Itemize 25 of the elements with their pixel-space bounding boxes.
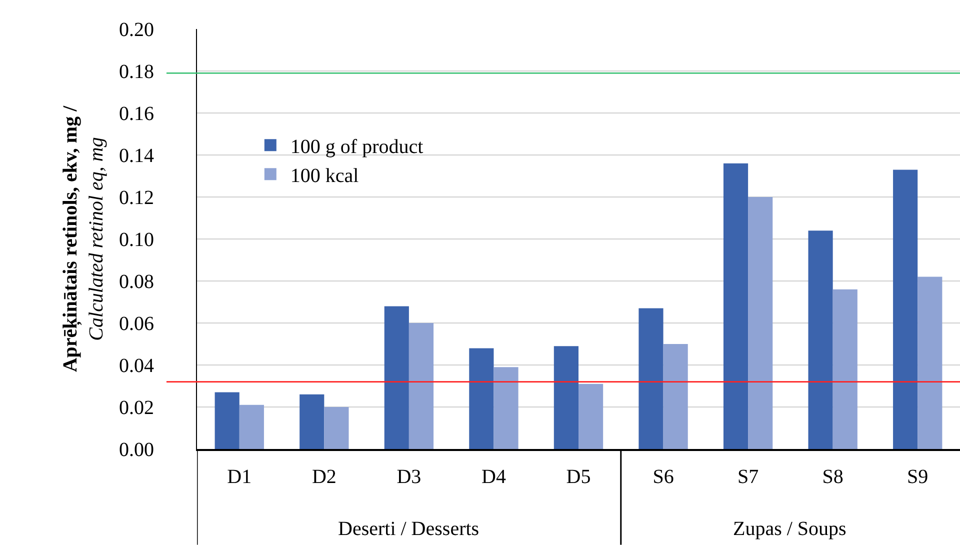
y-tick-label: 0.14 xyxy=(119,145,154,167)
x-tick-label: D3 xyxy=(396,466,422,488)
y-tick-label: 0.00 xyxy=(119,439,154,461)
y-tick-label: 0.10 xyxy=(119,229,154,251)
y-tick-label: 0.12 xyxy=(119,187,154,209)
y-tick-label: 0.18 xyxy=(119,61,154,83)
y-tick-label: 0.20 xyxy=(119,19,154,41)
x-tick-label: S6 xyxy=(652,466,674,488)
y-tick-label: 0.04 xyxy=(119,355,154,377)
x-tick-label: D1 xyxy=(227,466,252,488)
text: Deserti / Desserts xyxy=(338,518,480,540)
legend-label: 100 kcal xyxy=(290,164,360,187)
x-tick-label: S9 xyxy=(907,466,928,488)
x-tick-label: D2 xyxy=(312,466,336,488)
y-tick-label: 0.08 xyxy=(119,271,154,293)
legend-label: 100 g of product xyxy=(290,136,424,158)
y-tick-label: 0.16 xyxy=(119,103,154,125)
x-tick-label: D5 xyxy=(566,466,591,488)
y-tick-label: 0.02 xyxy=(119,397,154,419)
x-tick-label: D4 xyxy=(481,466,506,488)
text: Zupas / Soups xyxy=(733,518,847,540)
y-axis-title: Aprēķinātais retinols, ekv, mg / Calculated retinol eq, mg xyxy=(60,105,108,372)
x-tick-label: S7 xyxy=(737,466,759,488)
y-tick-label: 0.06 xyxy=(119,313,154,335)
x-tick-label: S8 xyxy=(822,466,844,488)
